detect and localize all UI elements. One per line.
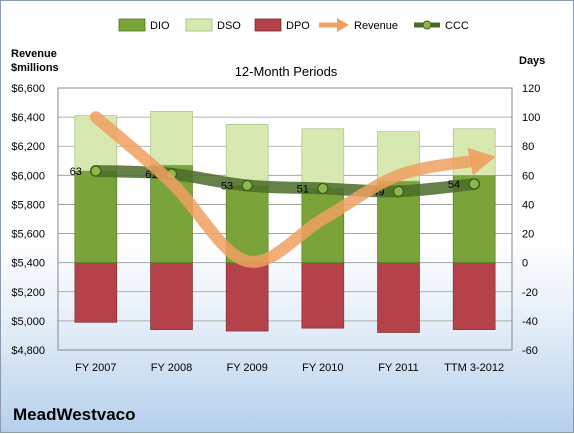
category-label: FY 2008: [151, 362, 192, 374]
bar-dpo: [150, 262, 193, 330]
bar-dpo: [225, 262, 269, 332]
ccc-marker: [317, 182, 329, 195]
left-axis-label-line2: $millions: [11, 62, 59, 74]
bar-dpo: [301, 262, 345, 329]
right-tick-label: 20: [522, 229, 534, 241]
bar-dso: [225, 124, 269, 186]
legend-swatch-marker: [422, 20, 432, 30]
category-label: FY 2009: [226, 362, 267, 374]
left-tick-label: $5,800: [11, 199, 45, 211]
legend-label: DPO: [286, 20, 310, 32]
category-label: FY 2011: [378, 362, 419, 374]
right-tick-label: 40: [522, 199, 534, 211]
right-tick-label: -40: [522, 316, 538, 328]
left-tick-label: $4,800: [11, 345, 45, 357]
left-tick-label: $5,600: [11, 229, 45, 241]
plot-area-border: [57, 87, 513, 351]
left-tick-label: $6,200: [11, 141, 45, 153]
revenue-arrowhead: [467, 147, 496, 176]
ccc-data-label: 63: [70, 166, 82, 178]
category-label: FY 2010: [302, 362, 343, 374]
bar-dso: [301, 128, 345, 189]
ccc-data-label: 53: [221, 181, 233, 193]
bar-dpo: [377, 262, 420, 333]
right-axis-label: Days: [519, 55, 545, 67]
legend-swatch: [185, 18, 213, 32]
bar-dpo: [74, 262, 118, 323]
left-tick-label: $5,000: [11, 316, 45, 328]
category-label: FY 2007: [75, 362, 116, 374]
right-tick-label: 80: [522, 141, 534, 153]
right-tick-label: 100: [522, 112, 540, 124]
legend-label: DIO: [150, 20, 170, 32]
ccc-data-label: 51: [297, 183, 309, 195]
ccc-data-label: 54: [448, 179, 460, 191]
left-tick-label: $5,400: [11, 258, 45, 270]
category-label: TTM 3-2012: [444, 362, 504, 374]
right-tick-label: 0: [522, 258, 528, 270]
legend-label: DSO: [217, 20, 241, 32]
bar-dpo: [452, 262, 496, 330]
legend-label: CCC: [445, 20, 469, 32]
left-tick-label: $6,600: [11, 83, 45, 95]
company-name: MeadWestvaco: [13, 405, 136, 424]
left-tick-label: $5,200: [11, 287, 45, 299]
chart-title: 12-Month Periods: [235, 64, 338, 79]
ccc-marker: [241, 179, 253, 192]
legend-swatch: [254, 18, 282, 32]
legend-swatch: [118, 18, 146, 32]
right-tick-label: -60: [522, 345, 538, 357]
ccc-marker: [468, 178, 480, 190]
left-tick-label: $6,000: [11, 170, 45, 182]
legend-label: Revenue: [354, 20, 398, 32]
ccc-marker: [90, 165, 102, 177]
left-axis-label-line1: Revenue: [11, 48, 57, 60]
revenue-line: [89, 111, 481, 268]
right-tick-label: 60: [522, 170, 534, 182]
legend-swatch-arrowhead: [337, 18, 349, 32]
ccc-marker: [392, 185, 405, 197]
left-tick-label: $6,400: [11, 112, 45, 124]
right-tick-label: -20: [522, 287, 538, 299]
bar-dso: [150, 110, 193, 166]
right-tick-label: 120: [522, 83, 540, 95]
bar-dio: [74, 170, 118, 263]
